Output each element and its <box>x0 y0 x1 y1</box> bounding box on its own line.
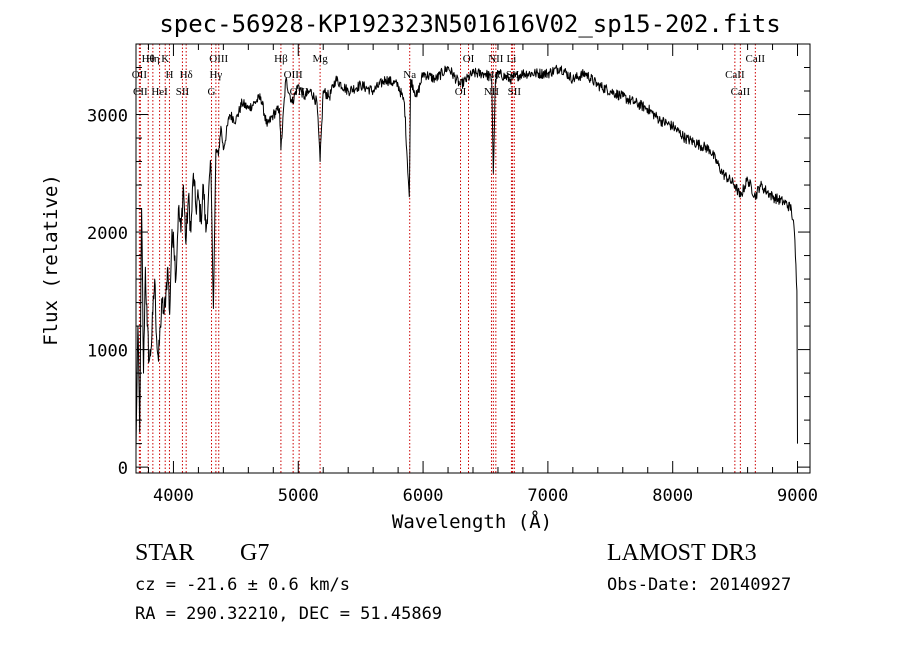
spectral-line-label: Hγ <box>209 69 222 81</box>
spectral-line-label: G <box>208 86 216 98</box>
spectral-line-label: CaII <box>731 86 751 98</box>
y-axis-label: Flux (relative) <box>40 174 62 346</box>
spectral-line-label: OII <box>132 69 148 81</box>
spectral-line-label: Hθ <box>142 53 155 65</box>
chart-title: spec-56928-KP192323N501616V02_sp15-202.f… <box>159 10 780 38</box>
spectral-line-label: OIII <box>284 69 303 81</box>
spectral-line-label: CII <box>133 86 148 98</box>
spectral-line-label: OI <box>455 86 467 98</box>
spectral-line-label: HeI <box>151 86 168 98</box>
y-tick-label: 1000 <box>87 342 128 362</box>
spectral-line-labels: HθOIICIIKHHeIHηHδSIIOIIIHγGHβOIIIOIIIMgN… <box>132 53 766 98</box>
y-tick-label: 0 <box>118 459 128 479</box>
survey-label: LAMOST DR3 <box>607 540 757 566</box>
spectral-line-label: H <box>165 69 173 81</box>
x-axis-ticks: 4000 5000 6000 7000 8000 9000 <box>147 44 818 506</box>
x-tick-label: 5000 <box>278 486 319 506</box>
spectral-line-label: Hβ <box>274 53 288 65</box>
subclass-label: G7 <box>240 540 269 566</box>
coordinates-text: RA = 290.32210, DEC = 51.45869 <box>135 604 442 624</box>
spectral-line-label: NII <box>488 53 504 65</box>
x-tick-label: 9000 <box>777 486 818 506</box>
x-tick-label: 7000 <box>527 486 568 506</box>
spectral-line-label: SII <box>508 86 522 98</box>
y-tick-label: 3000 <box>87 107 128 127</box>
plot-frame <box>135 43 811 474</box>
obsdate-text: Obs-Date: 20140927 <box>607 575 791 595</box>
x-tick-label: 8000 <box>652 486 693 506</box>
spectral-line-label: Na <box>403 69 416 81</box>
x-tick-label: 4000 <box>153 486 194 506</box>
spectral-line-label: SII <box>176 86 190 98</box>
spectral-line-label: OIII <box>209 53 228 65</box>
spectral-line-label: OI <box>463 53 475 65</box>
spectral-line-label: Hδ <box>180 69 193 81</box>
spectral-line-label: Li <box>507 53 517 65</box>
x-axis-label: Wavelength (Å) <box>392 510 552 533</box>
spectrum-line <box>135 64 798 450</box>
spectral-line-label: Mg <box>312 53 328 65</box>
y-tick-label: 2000 <box>87 224 128 244</box>
spectral-line-label: CaII <box>746 53 766 65</box>
star-class-label: STAR <box>135 540 194 566</box>
spectral-line-label: K <box>161 53 169 65</box>
spectral-line-markers <box>138 44 756 473</box>
spectral-line-label: Hη <box>146 53 160 65</box>
y-axis-ticks: 0 1000 2000 3000 <box>87 67 810 479</box>
spectral-line-label: CaII <box>725 69 745 81</box>
x-tick-label: 6000 <box>403 486 444 506</box>
redshift-text: cz = -21.6 ± 0.6 km/s <box>135 575 350 595</box>
